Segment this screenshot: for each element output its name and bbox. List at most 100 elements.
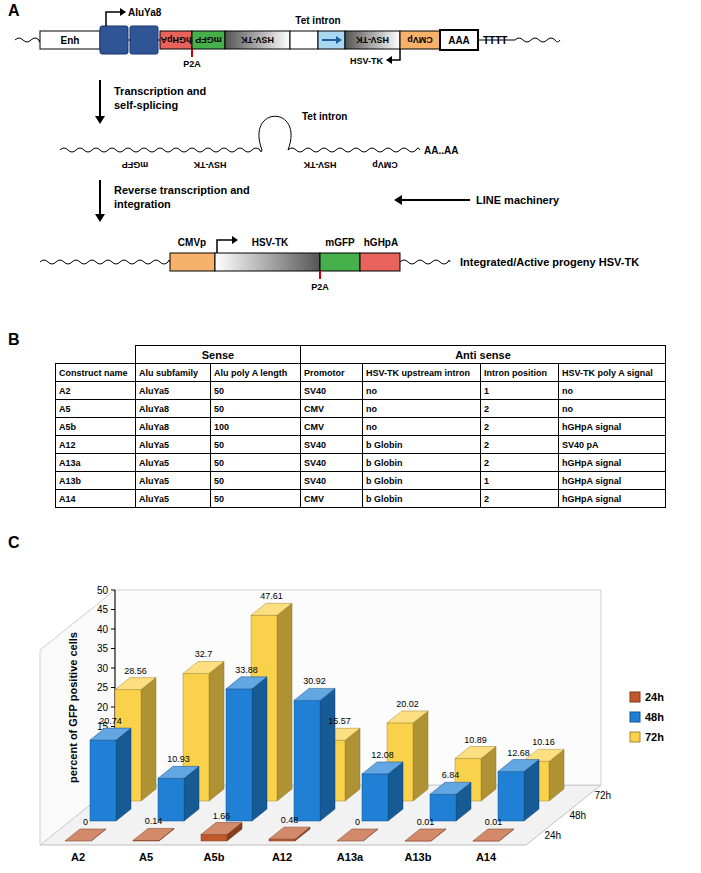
data-label: 47.61 (260, 591, 283, 601)
arrow-head (232, 236, 238, 244)
alu-block (130, 26, 158, 54)
tick (111, 609, 115, 610)
bar (201, 823, 242, 841)
cell: AluYa5 (136, 490, 211, 508)
cell: CMV (301, 490, 363, 508)
bar-side (116, 728, 131, 821)
category-label: A5b (204, 851, 225, 863)
promoter-arrow (392, 49, 400, 60)
figure: AEnhAluYa8hGHpAmGFPHSV-TKHSV-TKCMVpTet i… (0, 0, 701, 873)
data-label: 10.16 (532, 737, 555, 747)
cell: HSV-TK poly A signal (559, 364, 666, 382)
dna-strand (60, 148, 262, 152)
promoter-arrow (106, 12, 120, 26)
cell: SV40 (301, 454, 363, 472)
cell: Alu subfamily (136, 364, 211, 382)
arrow-head (336, 36, 342, 44)
depth-label: 72h (595, 790, 612, 801)
cell: AluYa5 (136, 382, 211, 400)
tick (111, 668, 115, 669)
cell: AluYa5 (136, 472, 211, 490)
data-label: 0 (83, 817, 88, 827)
p2a-tick (319, 271, 321, 279)
category-label: A2 (71, 851, 85, 863)
gene-segment (225, 31, 290, 49)
bar-front (362, 774, 388, 821)
label: P2A (183, 59, 201, 69)
bar (90, 728, 131, 821)
bar (405, 829, 446, 841)
bar-side (209, 661, 224, 801)
bar-front (498, 772, 524, 821)
bar-top (65, 829, 106, 841)
bar-top (362, 762, 403, 774)
gene-segment (400, 31, 440, 49)
dna-strand (400, 260, 450, 264)
bar-top (387, 711, 428, 723)
dna-strand (515, 38, 560, 42)
cell: 1 (481, 472, 559, 490)
data-label: 0.01 (417, 817, 435, 827)
legend-swatch (630, 692, 640, 702)
bar (337, 829, 378, 841)
bars (65, 603, 564, 841)
row: A5bAluYa8100CMVno2hGHpA signal (56, 418, 666, 436)
category-label: A13b (405, 851, 432, 863)
bar (226, 677, 267, 821)
data-label: 10.89 (464, 735, 487, 745)
label: LINE machinery (476, 194, 560, 206)
canvas: AEnhAluYa8hGHpAmGFPHSV-TKHSV-TKCMVpTet i… (0, 0, 701, 873)
bar-front (90, 740, 116, 821)
arrow-head (95, 214, 105, 222)
cell: 2 (481, 400, 559, 418)
cell: 50 (211, 400, 301, 418)
tick (111, 726, 115, 727)
arrow (402, 199, 470, 201)
label: HSV-TK (350, 56, 384, 66)
cell: 2 (481, 454, 559, 472)
cell (56, 346, 136, 364)
cell: hGHpA signal (559, 454, 666, 472)
cell: hGHpA signal (559, 490, 666, 508)
label: Tet intron (295, 15, 340, 26)
data-label: 0.48 (281, 815, 299, 825)
bar-side (413, 711, 428, 801)
cell: 50 (211, 454, 301, 472)
cell: AluYa5 (136, 436, 211, 454)
flipped-label: CMVp (407, 35, 433, 45)
cell: Anti sense (301, 346, 666, 364)
label: P2A (311, 282, 329, 292)
gene-segment (320, 253, 360, 271)
arrow-head (120, 8, 126, 16)
cell: 50 (211, 472, 301, 490)
arrow-head (95, 116, 105, 124)
cell: A13a (56, 454, 136, 472)
label: Tet intron (302, 111, 347, 122)
label: hGHpA (364, 237, 398, 248)
category-label: A13a (337, 851, 364, 863)
bar-top (455, 747, 496, 759)
tick-label: 30 (97, 663, 109, 674)
bar-side (252, 677, 267, 821)
label: Transcription and (114, 85, 206, 97)
cell: no (363, 400, 481, 418)
legend-label: 48h (645, 711, 664, 723)
bar-side (345, 728, 360, 801)
cell: 50 (211, 382, 301, 400)
dna-strand (40, 260, 170, 264)
row: A13aAluYa550SV40b Globin2hGHpA signal (56, 454, 666, 472)
axis-title: percent of GFP positive cells (67, 632, 79, 783)
bar-top (158, 766, 199, 778)
data-label: 30.92 (303, 676, 326, 686)
cell: AluYa8 (136, 400, 211, 418)
data-label: 1.66 (213, 811, 231, 821)
cell: CMV (301, 400, 363, 418)
cell: HSV-TK upstream intron (363, 364, 481, 382)
label: AA..AA (424, 145, 458, 156)
cell: A5b (56, 418, 136, 436)
label: AAA (448, 35, 470, 46)
cell: Construct name (56, 364, 136, 382)
cell: b Globin (363, 490, 481, 508)
bar-front (226, 689, 252, 821)
legend-label: 72h (645, 731, 664, 743)
